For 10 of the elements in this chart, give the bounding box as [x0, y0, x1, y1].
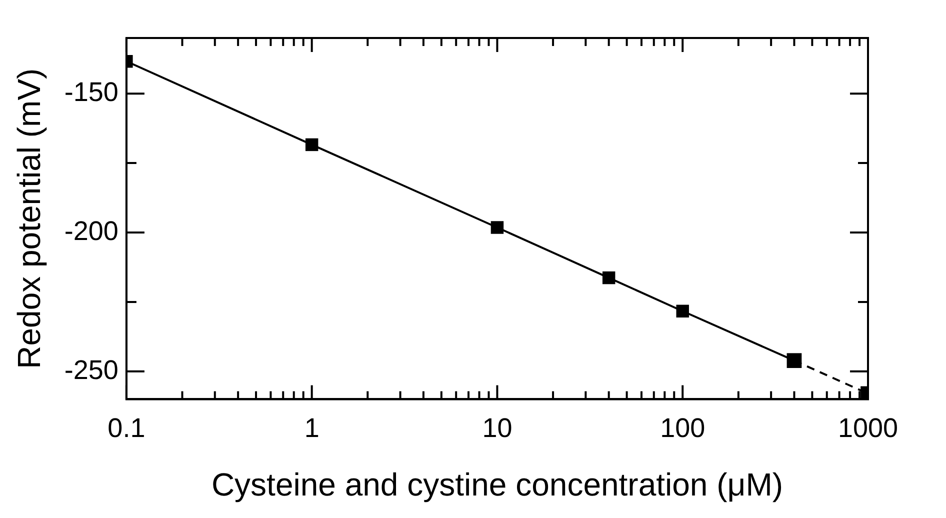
x-axis-title: Cysteine and cystine concentration (μM): [211, 466, 784, 503]
y-tick-label: -200: [64, 216, 118, 246]
x-tick-label: 0.1: [108, 412, 146, 443]
y-tick-label: -150: [64, 77, 118, 108]
y-axis-title: Redox potential (mV): [11, 68, 48, 369]
x-tick-label: 10: [482, 412, 512, 443]
x-tick-label: 1000: [838, 412, 898, 443]
x-tick-label: 100: [660, 412, 706, 443]
y-tick-label: -250: [64, 354, 118, 385]
x-tick-label: 1: [304, 412, 320, 443]
